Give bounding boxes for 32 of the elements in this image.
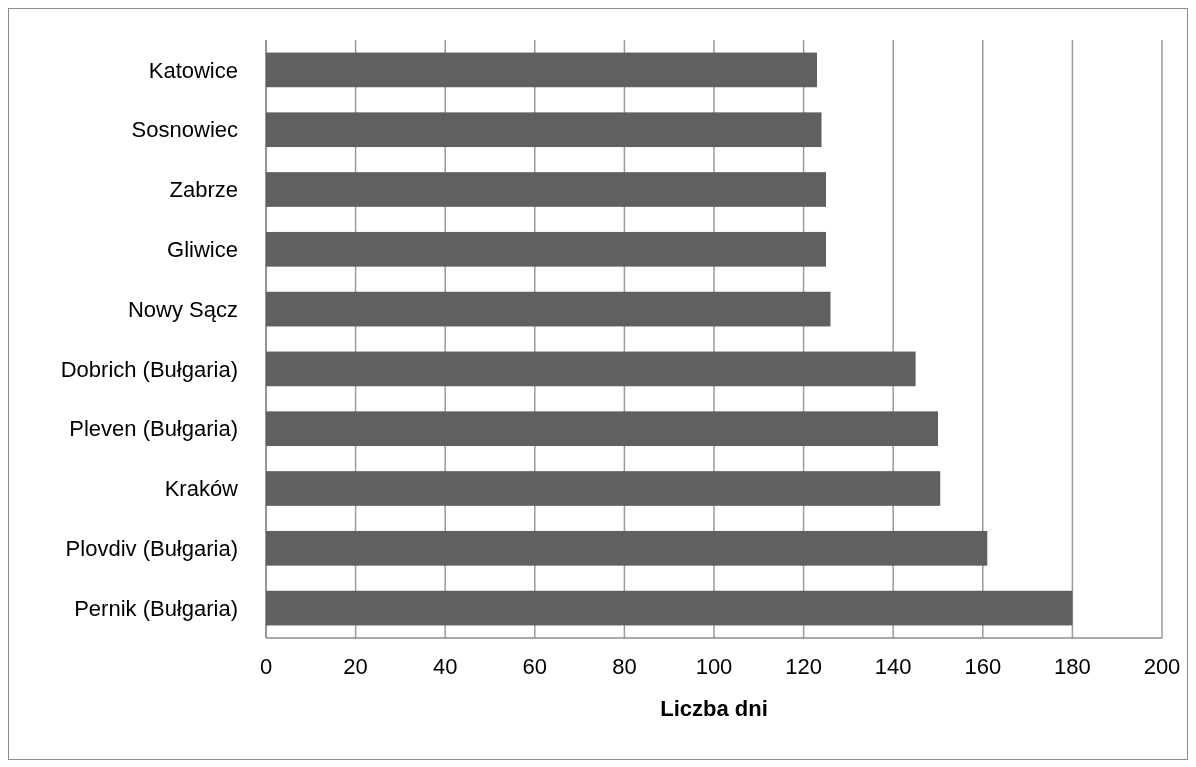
- x-tick-label: 60: [522, 654, 548, 679]
- y-tick-label: Pleven (Bułgaria): [69, 416, 238, 442]
- bar: [266, 52, 818, 88]
- bar: [266, 231, 826, 267]
- bar: [266, 471, 941, 506]
- x-tick-label: 0: [259, 654, 273, 679]
- bar: [266, 351, 916, 387]
- x-tick-label: 100: [695, 654, 733, 679]
- x-tick-label: 140: [874, 654, 912, 679]
- y-tick-label: Nowy Sącz: [127, 296, 238, 322]
- x-tick-label: 200: [1143, 654, 1181, 679]
- bar: [266, 530, 988, 566]
- y-tick-label: Gliwice: [167, 237, 238, 262]
- y-tick-label: Sosnowiec: [131, 117, 238, 143]
- bar: [266, 172, 826, 207]
- y-tick-label: Kraków: [164, 476, 239, 502]
- y-tick-label: Zabrze: [169, 177, 238, 203]
- y-tick-label: Dobrich (Bułgaria): [60, 356, 238, 382]
- bar: [266, 112, 822, 148]
- bar: [266, 291, 831, 327]
- x-tick-label: 40: [432, 654, 458, 679]
- x-tick-label: 20: [343, 654, 368, 679]
- y-tick-label: Plovdiv (Bułgaria): [65, 536, 238, 561]
- bar: [266, 411, 938, 447]
- y-tick-label: Pernik (Bułgaria): [74, 595, 238, 621]
- x-tick-label: 80: [612, 654, 637, 679]
- bar: [266, 590, 1073, 626]
- x-tick-label: 180: [1054, 654, 1091, 679]
- x-tick-label: 120: [785, 654, 822, 679]
- x-tick-label: 160: [964, 654, 1002, 679]
- x-axis-title: Liczba dni: [660, 696, 768, 721]
- y-tick-label: Katowice: [148, 57, 238, 83]
